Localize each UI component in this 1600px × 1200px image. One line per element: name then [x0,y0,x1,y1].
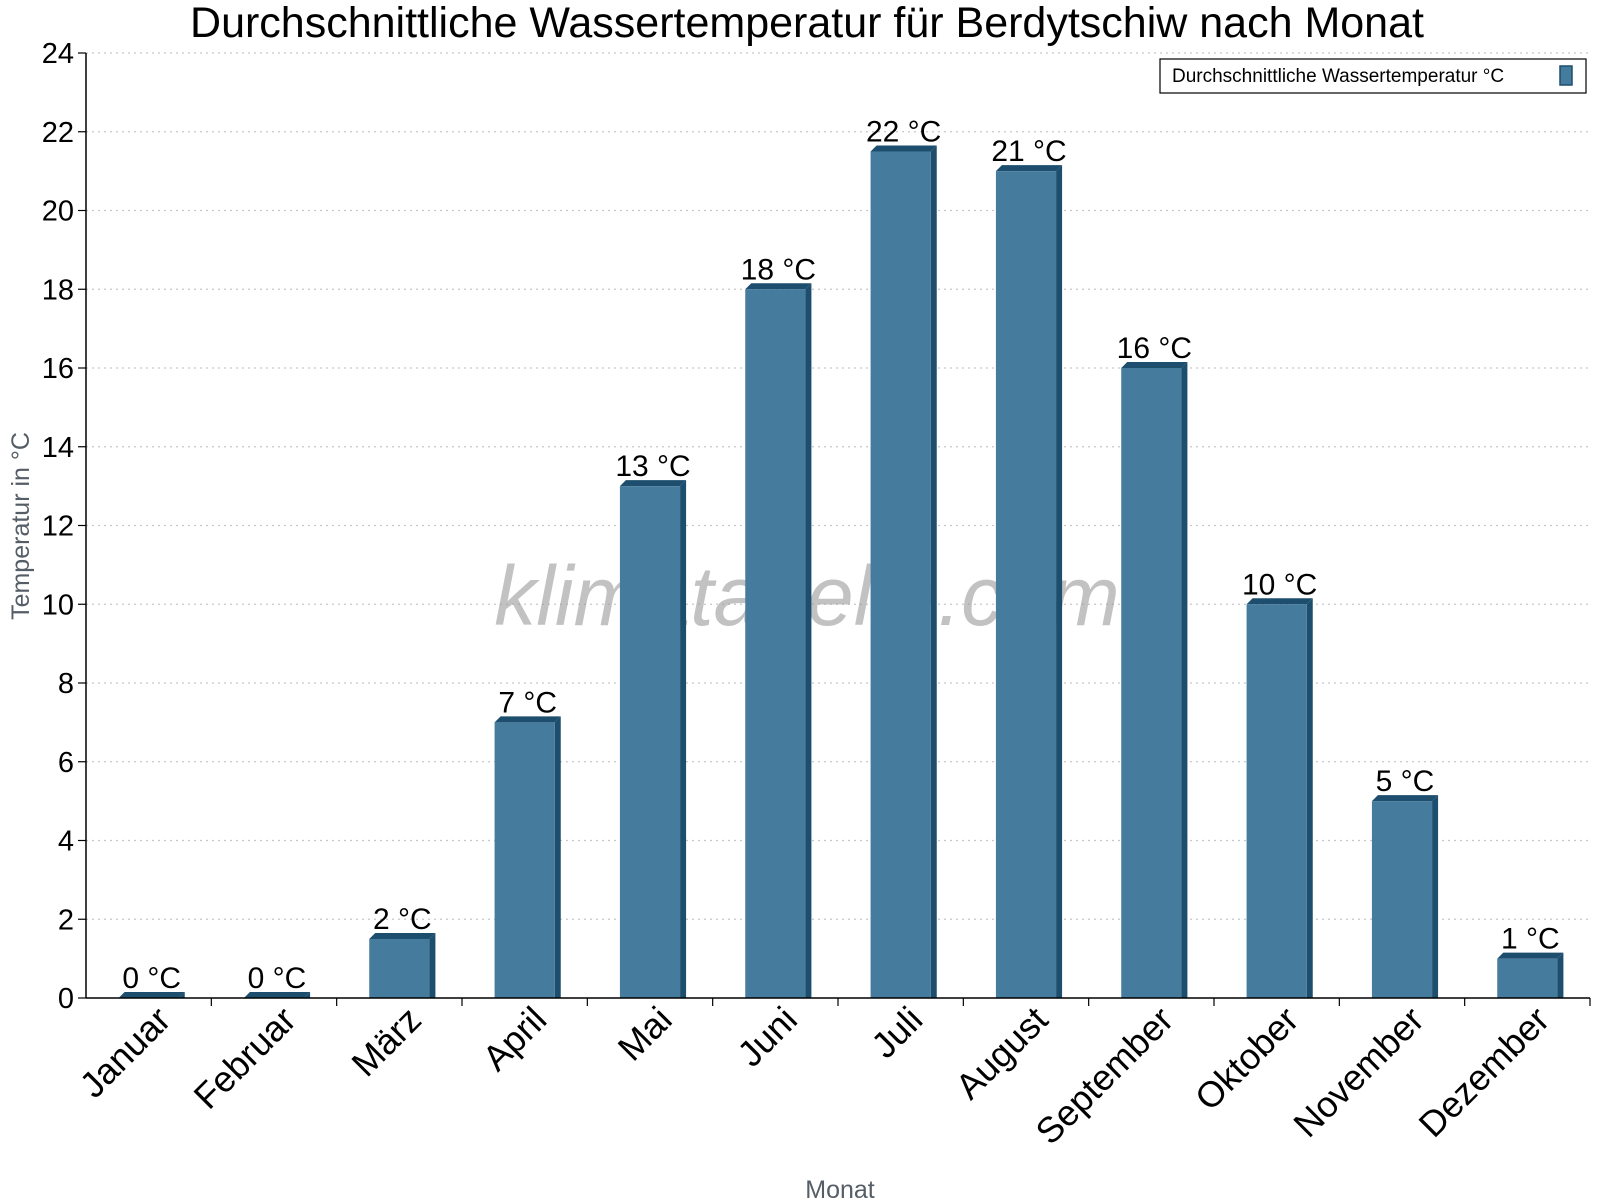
bar-side [554,716,561,998]
x-tick-label: Juli [863,999,930,1066]
grid-lines [86,52,1590,920]
bar-märz [369,932,436,998]
x-tick-label: Oktober [1187,999,1307,1119]
data-label: 10 °C [1242,568,1317,601]
data-labels: 0 °C 0 °C 2 °C 7 °C 13 °C 18 °C 22 °C 21 °C 16 °… [122,115,1559,995]
bar-front [1121,368,1182,998]
bar-juli [870,145,937,998]
x-tick-label: April [474,999,554,1079]
y-tick-label: 4 [58,826,74,858]
data-label: 22 °C [866,115,941,148]
bar-front [369,938,430,998]
y-tick-label: 6 [58,747,74,779]
bar-front [494,722,555,998]
bar-top [745,283,812,290]
y-tick-label: 2 [58,904,74,936]
bar-august [995,165,1063,998]
bar-januar [118,992,185,998]
legend-label: Durchschnittliche Wassertemperatur °C [1172,66,1504,87]
x-tick-labels: Januar Februar März April Mai Juni Juli AugustS… [71,999,1557,1153]
y-tick-label: 12 [42,511,74,543]
data-label: 18 °C [741,253,816,286]
y-tick-label: 18 [42,274,74,306]
bar-side [1181,362,1188,998]
bar-front [619,486,681,998]
bar-side [1306,598,1313,998]
data-label: 0 °C [248,962,307,995]
x-tick-label: Dezember [1411,999,1557,1145]
bar-dezember [1497,952,1564,998]
x-tick-label: September [1027,999,1181,1153]
data-label: 16 °C [1117,332,1192,365]
x-tick-label: Juni [729,999,805,1075]
bar-front [1497,958,1558,998]
axes [78,52,1591,1006]
bar-november [1371,795,1439,998]
bar-front [995,171,1057,998]
bar-top [1371,795,1439,802]
x-tick-label: März [343,999,429,1085]
y-axis-title: Temperatur in °C [7,432,35,620]
bar-side [805,283,812,998]
data-label: 5 °C [1376,765,1435,798]
bar-top [1246,598,1313,605]
data-label: 2 °C [373,903,432,936]
data-label: 0 °C [122,962,181,995]
bar-front [745,289,806,998]
data-label: 7 °C [498,686,557,719]
y-tick-label: 14 [42,432,74,464]
bar-top [1121,362,1188,368]
y-tick-label: 0 [58,983,74,1015]
bar-top [118,992,185,998]
bar-top [1497,952,1564,959]
legend: Durchschnittliche Wassertemperatur °C [1159,58,1587,94]
bar-april [494,716,561,998]
data-label: 1 °C [1501,923,1560,956]
x-tick-label: Februar [186,999,304,1117]
legend-box [1159,58,1587,94]
bar-februar [243,992,311,998]
y-tick-label: 20 [42,196,74,228]
bar-side [1557,952,1564,998]
y-tick-label: 24 [42,38,74,70]
y-tick-label: 10 [42,589,74,621]
y-tick-label: 8 [58,668,74,700]
bar-side [1056,165,1063,998]
bar-front [1371,801,1433,998]
bar-oktober [1246,598,1313,998]
y-tick-label: 16 [42,353,74,385]
bar-side [680,480,687,998]
bar-mai [619,480,687,998]
x-tick-label: August [947,999,1055,1107]
x-tick-label: Januar [71,999,178,1106]
bar-top [995,165,1063,172]
bar-top [243,992,311,998]
x-tick-label: Mai [610,999,680,1069]
x-axis-title: Monat [805,1176,875,1200]
bar-side [930,145,937,998]
bar-side [429,932,436,998]
bar-top [369,932,436,939]
bar-juni [745,283,812,998]
bar-front [870,151,931,998]
bar-side [1432,795,1439,998]
x-tick-label: November [1285,999,1431,1145]
bar-top [494,716,561,723]
bars [118,145,1564,998]
data-label: 21 °C [991,135,1066,168]
chart-title: Durchschnittliche Wassertemperatur für B… [190,0,1424,47]
data-label: 13 °C [615,450,690,483]
legend-swatch [1559,65,1573,86]
bar-top [870,145,937,152]
bar-top [619,480,687,487]
bar-september [1121,362,1188,998]
y-tick-label: 22 [42,117,74,149]
bar-front [1246,604,1307,998]
